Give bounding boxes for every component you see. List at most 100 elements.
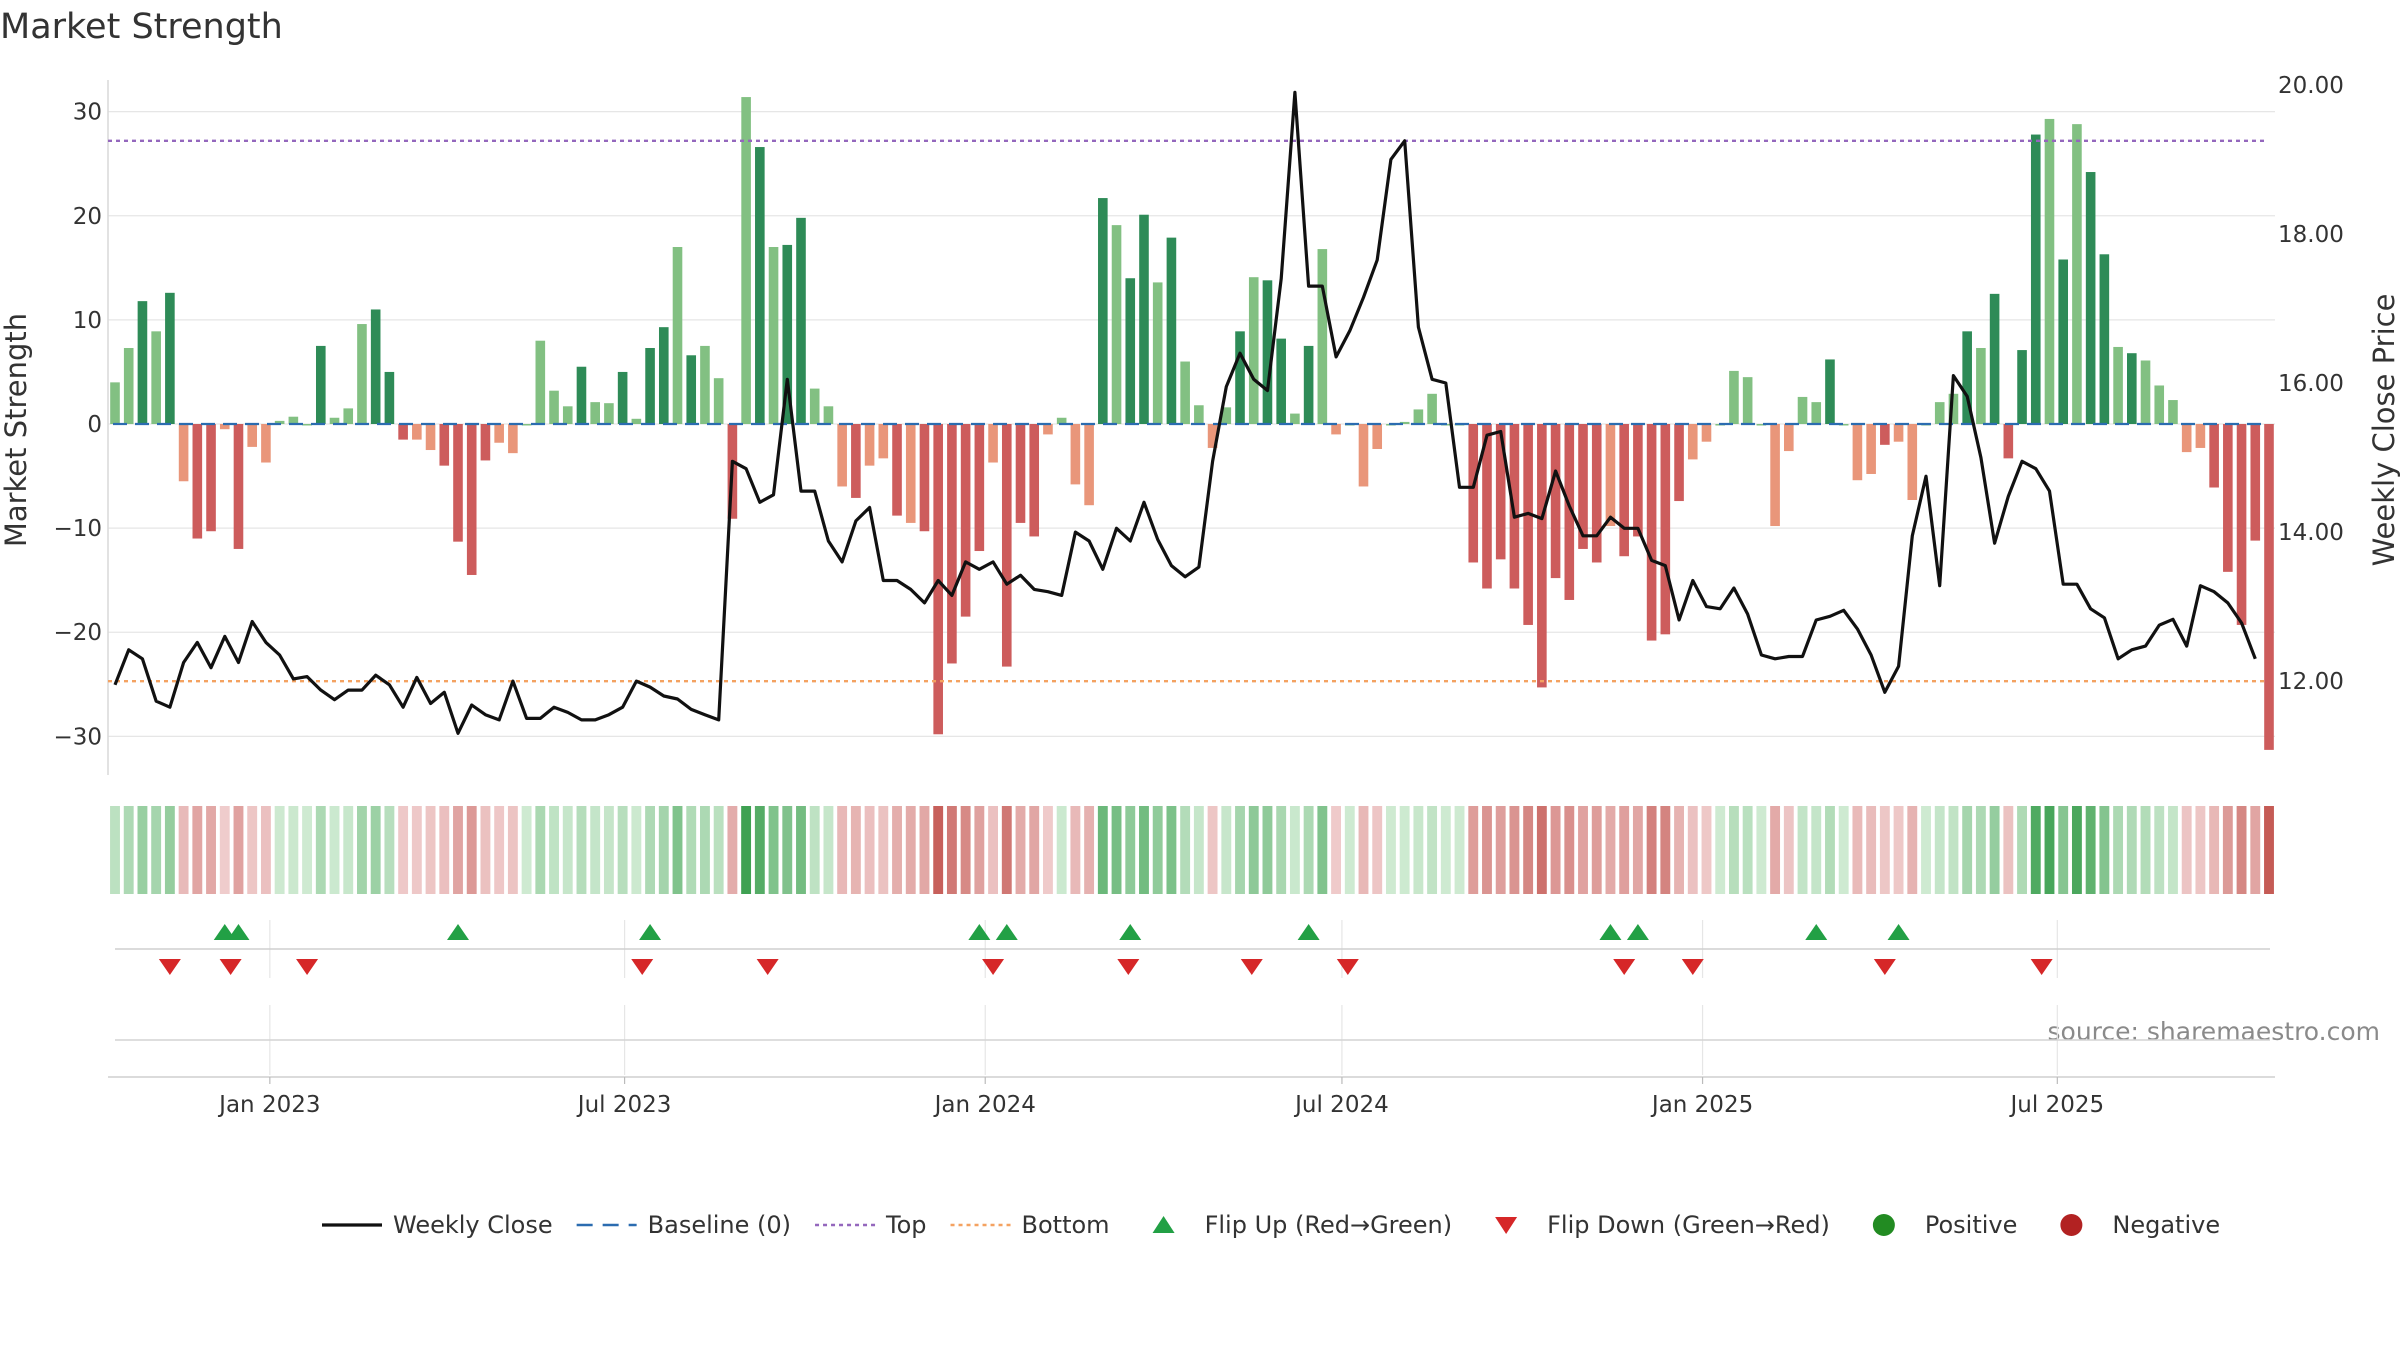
strength-bar — [165, 292, 175, 424]
strength-bar — [1866, 424, 1876, 474]
strip-cell — [700, 806, 710, 894]
strength-bar — [645, 347, 655, 424]
strip-cell — [1550, 806, 1561, 894]
strip-cell — [1495, 806, 1506, 894]
strip-cell — [1674, 806, 1684, 894]
strip-cell — [2250, 806, 2261, 894]
flip-down-marker — [1336, 959, 1359, 975]
strip-cell — [617, 806, 628, 894]
x-axis: Jan 2023 Jul 2023 Jan 2024 Jul 2024 Jan 2025… — [217, 1077, 2104, 1118]
y2-axis-title: Weekly Close Price — [2367, 294, 2400, 567]
strength-bar — [1537, 424, 1547, 688]
flip-down-marker — [1240, 959, 1263, 975]
strength-bar — [302, 424, 312, 426]
y2-tick-label: 16.00 — [2278, 371, 2344, 397]
strip-cell — [1152, 806, 1163, 894]
flip-down-marker — [756, 959, 779, 975]
strength-bar — [521, 424, 532, 426]
strength-bar — [2250, 424, 2261, 541]
flip-marker-panel — [108, 924, 2275, 1078]
strength-bar — [535, 340, 546, 424]
strength-bar — [206, 424, 216, 532]
y-tick-label: −10 — [53, 516, 102, 542]
strip-cell — [892, 806, 902, 894]
strength-bar — [562, 406, 573, 424]
strength-bar — [219, 424, 230, 430]
strength-bar — [700, 345, 710, 424]
strip-cell — [2017, 806, 2027, 894]
strength-bar — [343, 408, 354, 424]
strip-cell — [960, 806, 971, 894]
strip-cell — [2264, 806, 2274, 894]
strength-bar — [2003, 424, 2014, 459]
legend-swatch — [1152, 1216, 1175, 1233]
strip-cell — [466, 806, 477, 894]
strip-cell — [1399, 806, 1410, 894]
strip-cell — [164, 806, 175, 894]
strength-bar — [2209, 424, 2219, 488]
strength-bar — [137, 301, 148, 424]
strip-cell — [974, 806, 985, 894]
strip-cell — [782, 806, 793, 894]
x-tick-label: Jul 2024 — [1293, 1092, 1389, 1118]
strength-bar — [466, 424, 477, 575]
strip-cell — [192, 806, 203, 894]
strength-bar — [755, 147, 765, 424]
strength-bar — [2072, 124, 2082, 424]
strip-cell — [1344, 806, 1355, 894]
strength-bar — [864, 424, 875, 466]
strip-cell — [1660, 806, 1671, 894]
strip-cell — [2222, 806, 2233, 894]
strength-bar — [892, 424, 902, 516]
strip-cell — [1427, 806, 1438, 894]
strip-cell — [1235, 806, 1245, 894]
y-axis: −30 −20 −10 0 10 20 30 — [53, 100, 102, 751]
strength-bar — [2264, 424, 2274, 750]
strength-bar — [1811, 402, 1822, 424]
strip-cell — [384, 806, 395, 894]
strength-bars — [110, 97, 2274, 750]
strength-bar — [1001, 424, 1012, 667]
strength-bar — [1248, 277, 1259, 424]
strength-bar — [809, 388, 820, 424]
strength-bar — [905, 424, 916, 523]
strength-bar — [384, 371, 395, 424]
strip-cell — [768, 806, 779, 894]
flip-down-marker — [2030, 959, 2053, 975]
flip-up-marker — [1297, 924, 1320, 940]
strength-bar — [2017, 350, 2027, 424]
strip-cell — [1454, 806, 1465, 894]
strength-bar — [1262, 280, 1273, 424]
legend-item-top: Top — [815, 1211, 927, 1239]
strip-cell — [2140, 806, 2151, 894]
strength-bar — [1756, 424, 1767, 426]
strength-bar — [2154, 385, 2165, 424]
strip-cell — [754, 806, 765, 894]
strength-bar — [1701, 424, 1712, 442]
strip-cell — [2195, 806, 2206, 894]
strip-cell — [357, 806, 367, 894]
strength-bar — [247, 424, 257, 447]
strength-bar — [1633, 424, 1643, 537]
strength-bar — [1180, 361, 1190, 424]
strength-bar — [590, 402, 600, 424]
legend-item-bottom: Bottom — [950, 1211, 1110, 1239]
strip-cell — [535, 806, 546, 894]
strip-cell — [1948, 806, 1959, 894]
strip-cell — [2236, 806, 2247, 894]
source-credit: source: sharemaestro.com — [2048, 1017, 2381, 1046]
strip-cell — [672, 806, 683, 894]
strip-cell — [1056, 806, 1067, 894]
strength-bar — [2113, 346, 2123, 424]
strength-bar — [713, 378, 724, 424]
strength-bar — [261, 424, 271, 463]
strip-cell — [1564, 806, 1575, 894]
strip-cell — [1591, 806, 1602, 894]
strip-cell — [274, 806, 285, 894]
strength-bar — [1591, 424, 1602, 563]
strip-cell — [1468, 806, 1479, 894]
strip-cell — [302, 806, 313, 894]
strip-cell — [494, 806, 505, 894]
strip-cell — [1084, 806, 1095, 894]
strength-bar — [480, 424, 491, 461]
